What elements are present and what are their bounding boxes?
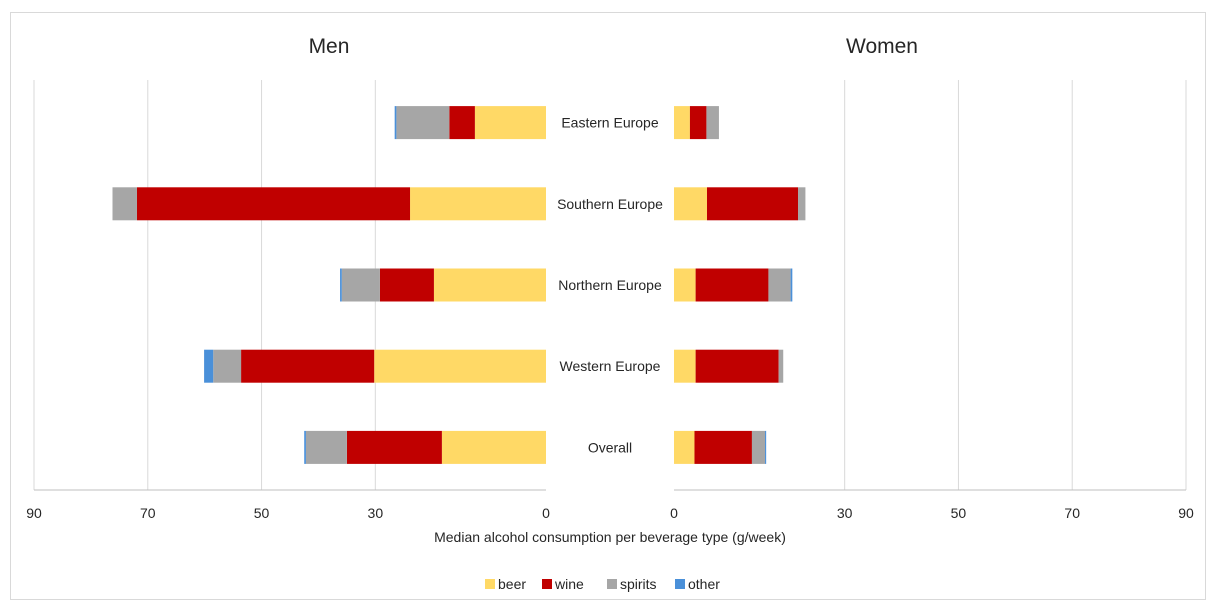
bar-women-spirits [778,349,784,383]
category-labels: Eastern Europe Southern Europe Northern Eu… [557,115,663,456]
category-label: Southern Europe [557,196,663,212]
bar-men-spirits [305,430,347,464]
bar-men-wine [346,430,442,464]
bar-men-spirits [396,106,450,140]
bar-men-other [340,268,342,302]
x-axis-title: Median alcohol consumption per beverage … [434,529,786,545]
legend-label-spirits: spirits [620,576,657,592]
bars [112,106,806,464]
bar-women-beer [674,349,696,383]
bar-men-other [204,349,214,383]
gridlines [33,80,1187,490]
legend-swatch-spirits [607,579,617,589]
bar-men-beer [433,268,546,302]
bar-women-other [765,430,767,464]
tick-label: 90 [26,505,42,521]
bar-men-beer [374,349,546,383]
bar-women-beer [674,430,695,464]
bar-women-wine [695,349,779,383]
bar-men-beer [441,430,546,464]
bar-men-spirits [341,268,380,302]
category-label: Western Europe [560,358,661,374]
tick-label: 0 [542,505,550,521]
category-label: Eastern Europe [561,115,658,131]
legend-label-beer: beer [498,576,526,592]
legend-label-other: other [688,576,720,592]
bar-women-other [790,268,793,302]
legend-swatch-other [675,579,685,589]
bar-women-spirits [768,268,791,302]
tick-label: 50 [951,505,967,521]
bar-men-beer [474,106,546,140]
legend: beer wine spirits other [485,576,720,592]
bar-men-beer [410,187,546,221]
bar-men-spirits [213,349,242,383]
tick-label: 30 [837,505,853,521]
bar-men-wine [379,268,434,302]
bar-women-wine [689,106,707,140]
tick-label: 0 [670,505,678,521]
tick-label: 90 [1178,505,1194,521]
tick-label: 50 [254,505,270,521]
panel-title-women: Women [846,35,918,58]
legend-label-wine: wine [554,576,584,592]
bar-women-spirits [706,106,719,140]
category-label: Overall [588,439,632,455]
bar-women-beer [674,187,707,221]
bar-men-other [394,106,397,140]
bar-men-other [304,430,306,464]
tick-labels: 90 70 50 30 0 0 30 50 70 90 [26,505,1194,521]
tick-label: 70 [1064,505,1080,521]
tick-label: 70 [140,505,156,521]
chart-frame [10,12,1206,600]
bar-men-wine [449,106,475,140]
panel-title-men: Men [309,35,350,58]
tick-label: 30 [368,505,384,521]
category-label: Northern Europe [558,277,662,293]
bar-women-spirits [751,430,766,464]
bar-women-wine [706,187,799,221]
legend-swatch-wine [542,579,552,589]
bar-men-spirits [112,187,137,221]
bar-men-wine [241,349,375,383]
bar-women-beer [674,268,696,302]
bar-women-wine [694,430,752,464]
bar-women-beer [674,106,690,140]
legend-swatch-beer [485,579,495,589]
bar-women-spirits [798,187,806,221]
bar-women-wine [695,268,769,302]
bar-men-wine [136,187,411,221]
